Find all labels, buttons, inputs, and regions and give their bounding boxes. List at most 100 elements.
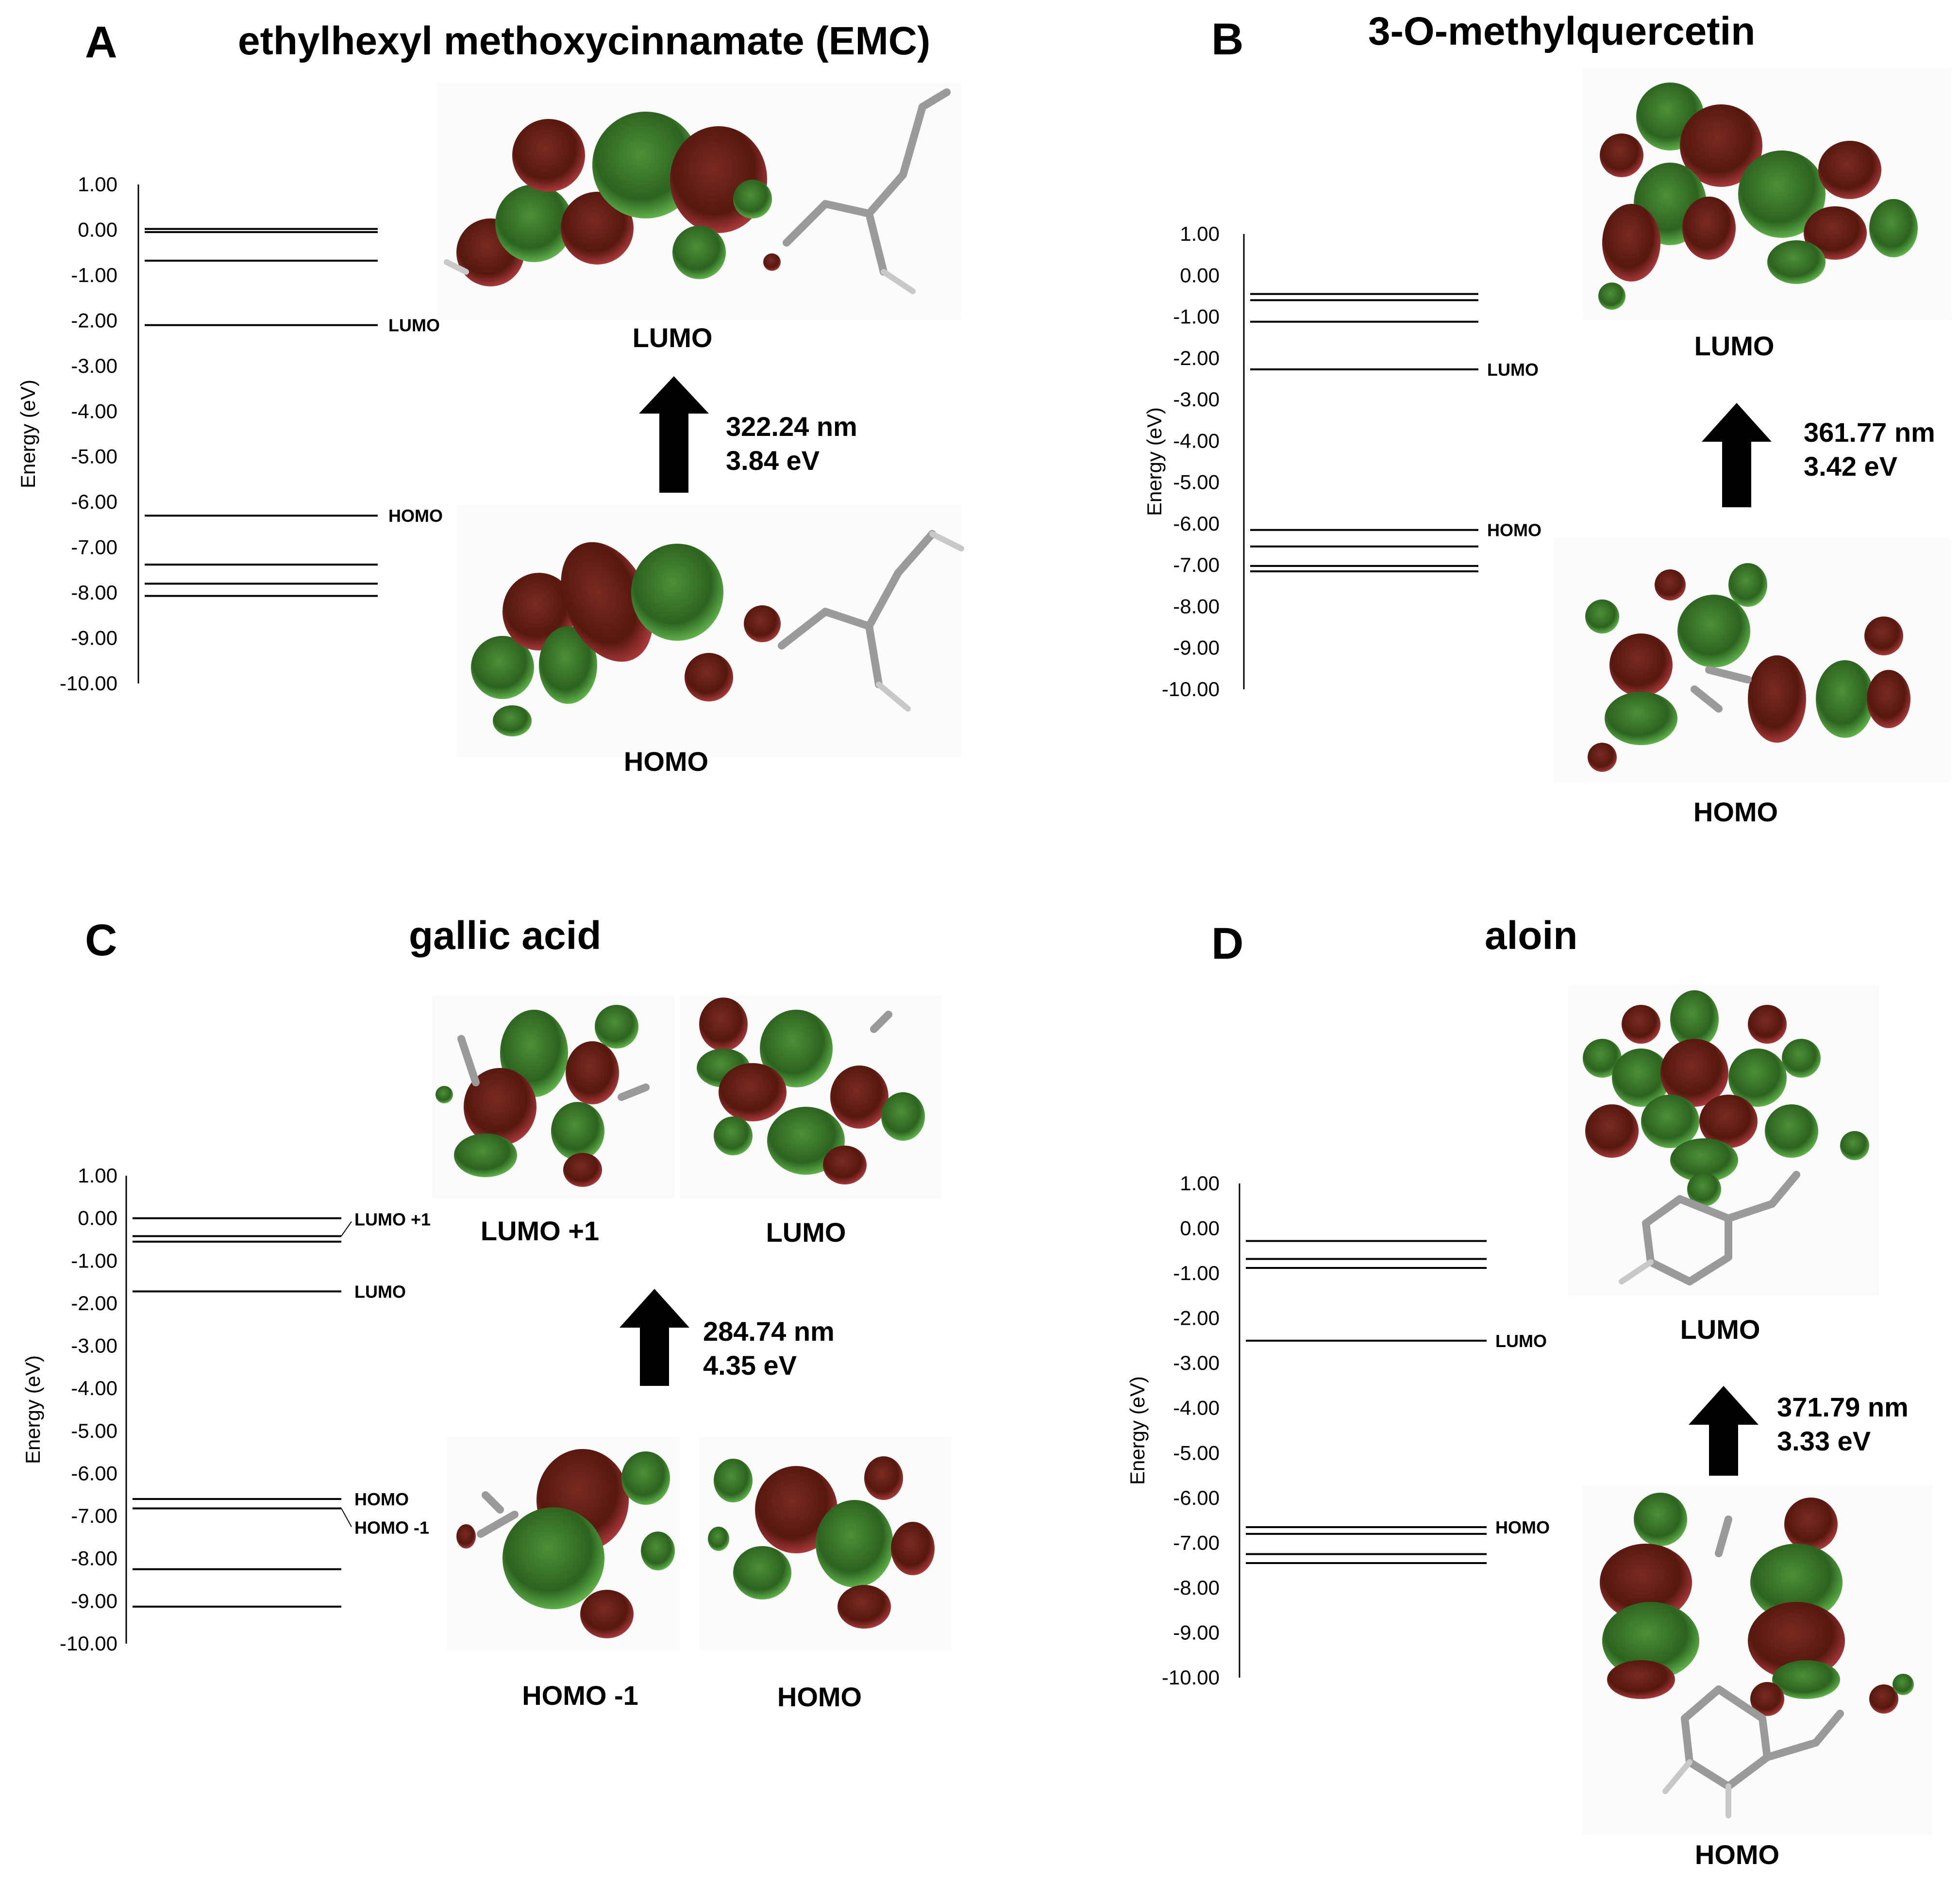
panel-letter: C	[85, 916, 117, 965]
level-label: HOMO	[1487, 520, 1541, 540]
tick-label: -10.00	[1162, 1666, 1220, 1689]
y-axis-label: Energy (eV)	[21, 1355, 44, 1464]
orbital-homo	[1554, 539, 1952, 782]
level-label: LUMO	[1487, 360, 1539, 380]
tick-label: -9.00	[71, 1589, 117, 1612]
tick-label: 1.00	[1180, 222, 1220, 245]
tick-label: -9.00	[1173, 636, 1220, 659]
tick-label: -8.00	[1173, 1576, 1220, 1599]
transition-energy: 3.42 eV	[1804, 451, 1897, 482]
excitation-arrow	[639, 376, 709, 493]
tick-label: 0.00	[78, 218, 117, 241]
level-leader-line	[341, 1221, 352, 1237]
tick-label: -3.00	[1173, 1351, 1220, 1374]
level-label: HOMO	[1495, 1517, 1550, 1537]
level-label: LUMO +1	[354, 1209, 431, 1229]
tick-label: -5.00	[71, 1419, 117, 1442]
tick-label: -6.00	[1173, 512, 1220, 535]
level-label: LUMO	[388, 316, 440, 335]
orbital-caption: HOMO -1	[522, 1680, 638, 1711]
tick-label: -3.00	[71, 1334, 117, 1357]
panel-b: B 3-O-methylquercetin 1.00 0.00 -1.00 -2.00…	[1143, 9, 1952, 827]
panel-letter: A	[85, 17, 117, 67]
tick-label: -9.00	[1173, 1621, 1220, 1644]
tick-label: -6.00	[1173, 1486, 1220, 1509]
tick-label: -6.00	[71, 1462, 117, 1484]
tick-label: -4.00	[1173, 429, 1220, 452]
energy-level-diagram: 1.00 0.00 -1.00 -2.00 -3.00 -4.00 -5.00 -6.00 -7…	[1126, 1172, 1550, 1689]
transition-energy: 4.35 eV	[703, 1350, 797, 1381]
level-label: LUMO	[354, 1282, 406, 1301]
tick-label: -5.00	[1173, 1441, 1220, 1464]
tick-label: -10.00	[1162, 678, 1220, 700]
tick-label: -5.00	[1173, 471, 1220, 494]
level-label: HOMO	[354, 1489, 409, 1509]
panel-title: gallic acid	[409, 914, 602, 958]
orbital-caption: LUMO	[766, 1217, 846, 1248]
tick-label: -3.00	[71, 354, 117, 377]
transition-wavelength: 371.79 nm	[1777, 1392, 1909, 1422]
transition-wavelength: 284.74 nm	[703, 1316, 835, 1347]
orbital-homo	[699, 1437, 952, 1650]
orbital-lumo	[1568, 985, 1879, 1296]
tick-label: 1.00	[78, 173, 117, 196]
panel-title: 3-O-methylquercetin	[1368, 9, 1755, 53]
tick-label: -4.00	[71, 1377, 117, 1399]
tick-label: -8.00	[71, 581, 117, 604]
panel-c: C gallic acid 1.00 0.00 -1.00 -2.00 -3.00 -4.…	[21, 914, 952, 1712]
tick-label: 1.00	[78, 1164, 117, 1187]
tick-label: -2.00	[1173, 347, 1220, 369]
excitation-arrow	[620, 1289, 689, 1386]
orbital-caption: LUMO +1	[481, 1216, 599, 1246]
panel-title: ethylhexyl methoxycinnamate (EMC)	[238, 19, 930, 63]
tick-label: -7.00	[71, 536, 117, 559]
orbital-caption: LUMO	[1680, 1314, 1760, 1345]
tick-label: -7.00	[1173, 1531, 1220, 1554]
excitation-arrow	[1689, 1386, 1759, 1476]
tick-label: -2.00	[71, 309, 117, 332]
orbital-lumo	[1583, 68, 1952, 320]
tick-label: 1.00	[1180, 1172, 1220, 1195]
panel-a: A ethylhexyl methoxycinnamate (EMC) 1.00…	[17, 17, 964, 777]
tick-label: 0.00	[1180, 264, 1220, 286]
tick-label: -8.00	[71, 1547, 117, 1570]
orbital-caption: HOMO	[624, 746, 708, 777]
level-leader-line	[341, 1508, 352, 1527]
panel-d: D aloin 1.00 0.00 -1.00 -2.00 -3.00 -4.00 -5.0…	[1126, 914, 1932, 1870]
y-axis-label: Energy (eV)	[1143, 407, 1166, 516]
tick-label: -6.00	[71, 490, 117, 513]
y-axis-label: Energy (eV)	[17, 380, 39, 488]
tick-label: -10.00	[60, 672, 117, 695]
level-label: LUMO	[1495, 1331, 1547, 1351]
orbital-homo	[1583, 1485, 1932, 1835]
tick-label: 0.00	[78, 1207, 117, 1230]
level-label: HOMO -1	[354, 1517, 429, 1537]
panel-title: aloin	[1485, 914, 1577, 958]
tick-label: -2.00	[71, 1292, 117, 1315]
tick-label: -1.00	[1173, 1262, 1220, 1284]
level-label: HOMO	[388, 506, 443, 526]
orbital-caption: LUMO	[1694, 331, 1775, 361]
excitation-arrow	[1702, 403, 1772, 507]
orbital-caption: HOMO	[1695, 1839, 1779, 1870]
tick-label: -1.00	[71, 264, 117, 286]
tick-label: -9.00	[71, 627, 117, 650]
energy-level-diagram: 1.00 0.00 -1.00 -2.00 -3.00 -4.00 -5.00 -6.00 -7…	[21, 1164, 431, 1655]
orbital-lumo	[680, 995, 942, 1199]
transition-energy: 3.84 eV	[726, 445, 820, 476]
tick-label: -4.00	[1173, 1397, 1220, 1419]
orbital-lumo-plus-1	[432, 995, 675, 1199]
transition-wavelength: 322.24 nm	[726, 411, 857, 442]
transition-wavelength: 361.77 nm	[1804, 417, 1935, 448]
orbital-caption: LUMO	[633, 322, 713, 353]
tick-label: -1.00	[71, 1249, 117, 1272]
tick-label: -3.00	[1173, 388, 1220, 411]
orbital-caption: HOMO	[1693, 797, 1778, 827]
tick-label: 0.00	[1180, 1217, 1220, 1240]
y-axis-label: Energy (eV)	[1126, 1376, 1149, 1485]
tick-label: -5.00	[71, 445, 117, 468]
panel-letter: B	[1211, 15, 1243, 64]
orbital-homo-minus-1	[447, 1437, 680, 1650]
energy-level-diagram: 1.00 0.00 -1.00 -2.00 -3.00 -4.00 -5.00 -6.00 -7…	[17, 173, 443, 695]
